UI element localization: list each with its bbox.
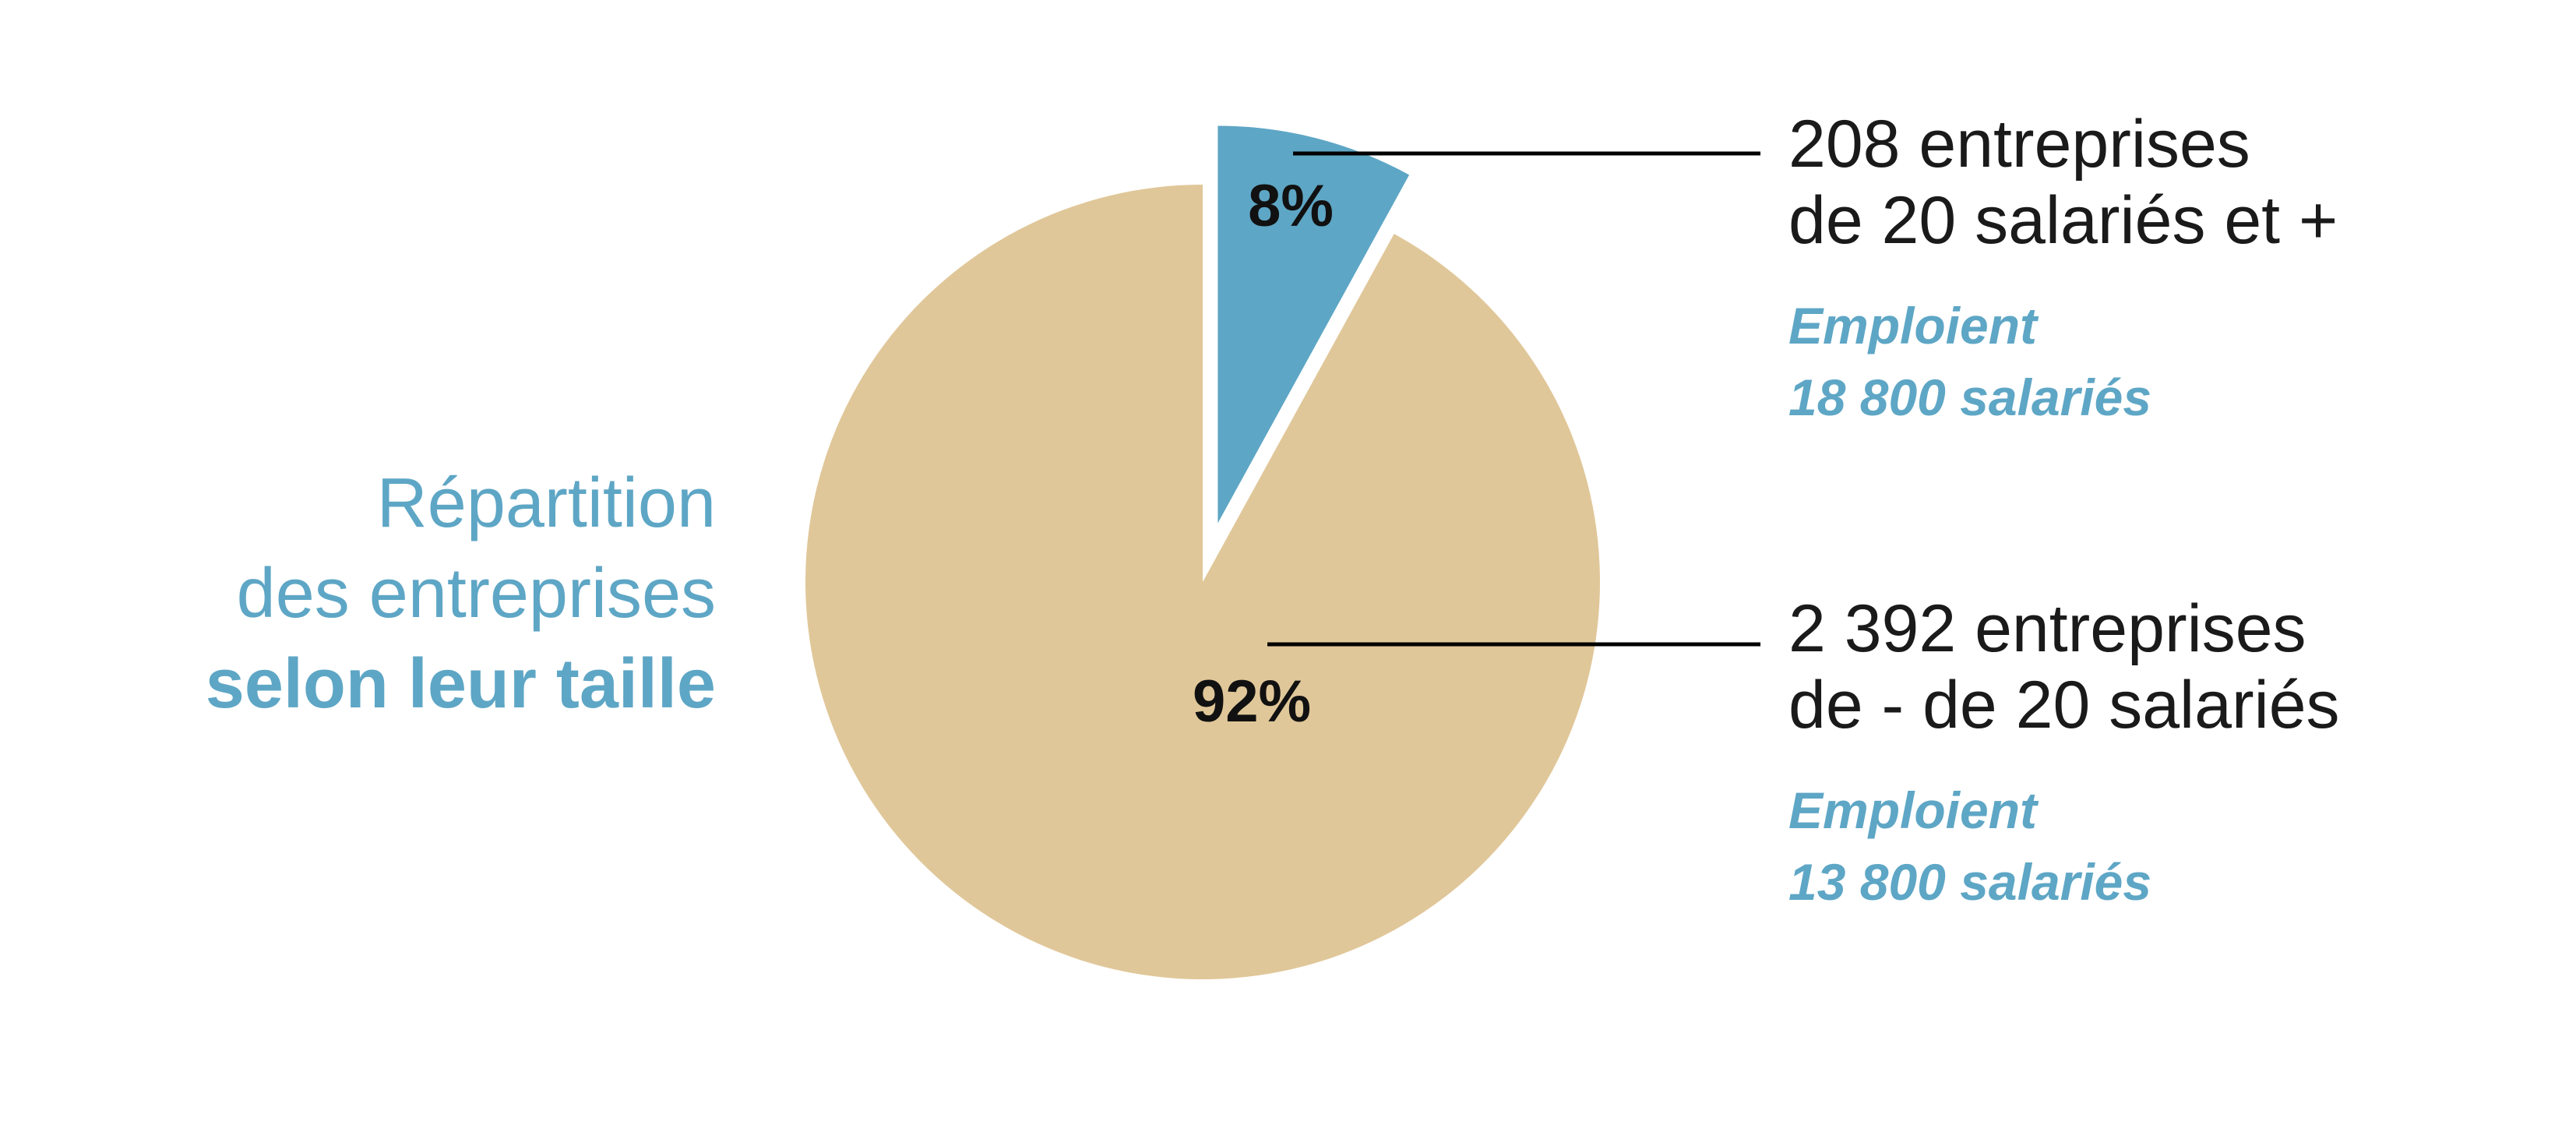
annotation-count-line-1: 2 392 entreprises xyxy=(1788,591,2306,666)
title-line-3: selon leur taille xyxy=(205,645,716,723)
title-line-2: des entreprises xyxy=(236,555,716,633)
annotation-small-firms: 2 392 entreprises de - de 20 salariés Em… xyxy=(1788,591,2340,918)
annotation-count-line-1: 208 entreprises xyxy=(1788,107,2250,182)
annotation-count-line-2: de - de 20 salariés xyxy=(1788,668,2340,742)
annotation-employ-line-1: Emploient xyxy=(1788,781,2038,839)
annotation-employ-line-2: 18 800 salariés xyxy=(1788,369,2152,426)
annotation-count-line-2: de 20 salariés et + xyxy=(1788,183,2338,258)
annotation-employ-line-1: Emploient xyxy=(1788,297,2038,354)
slice-label-8: 8% xyxy=(1248,173,1334,239)
title-line-1: Répartition xyxy=(376,464,716,542)
annotation-large-firms: 208 entreprises de 20 salariés et + Empl… xyxy=(1788,106,2338,433)
chart-title: Répartition des entreprises selon leur t… xyxy=(206,458,716,729)
pie-slice-92 xyxy=(805,185,1601,980)
annotation-employ-line-2: 13 800 salariés xyxy=(1788,853,2152,911)
slice-label-92: 92% xyxy=(1193,668,1311,735)
pie-slice-8 xyxy=(1218,125,1410,524)
